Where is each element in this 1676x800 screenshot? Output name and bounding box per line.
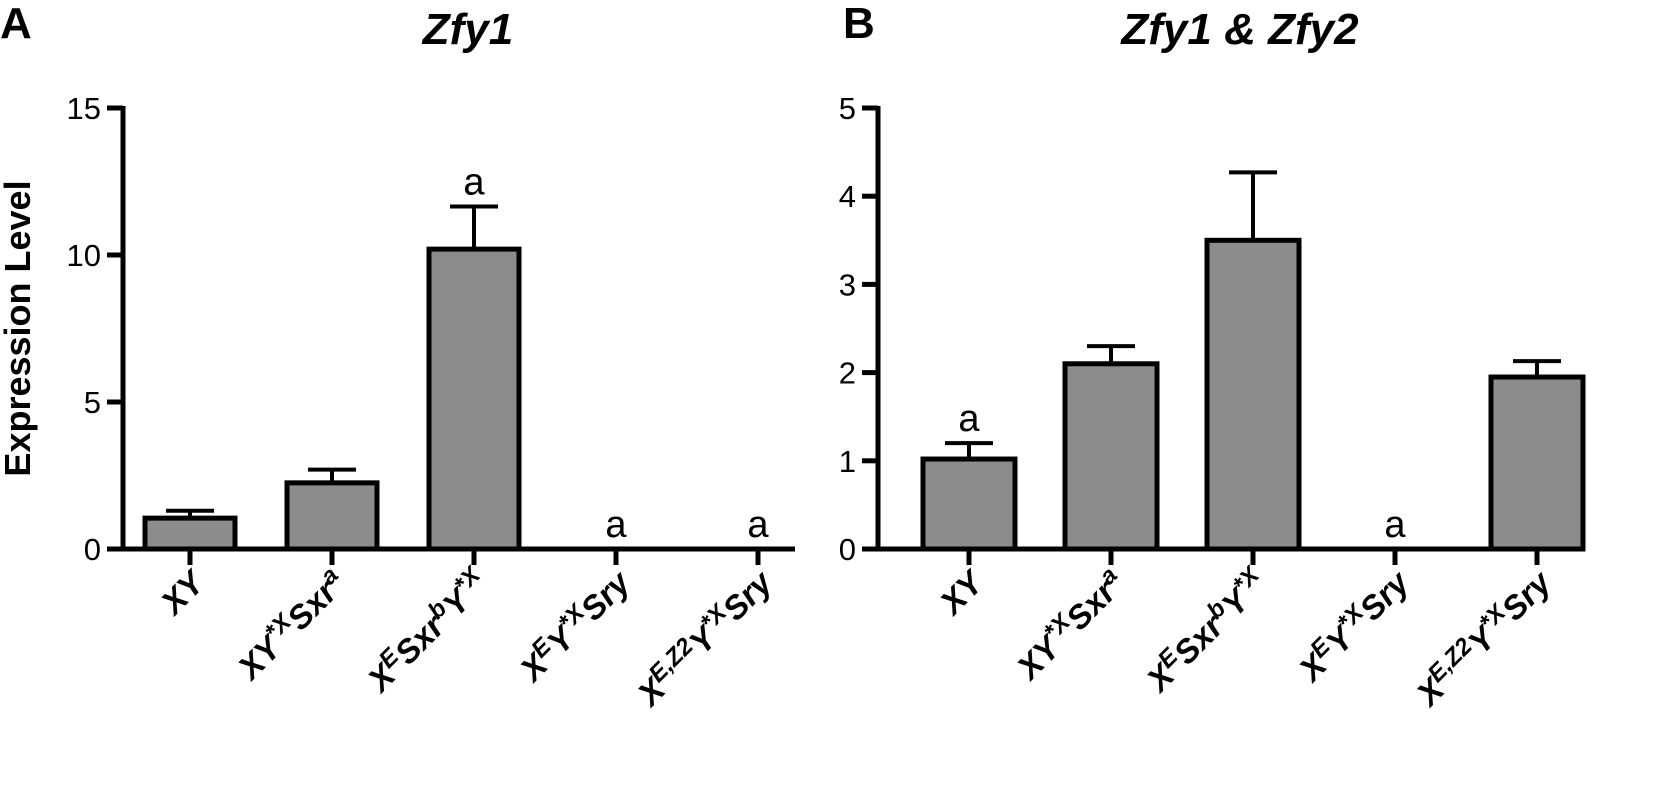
significance-label: a: [747, 504, 769, 546]
y-tick-label: 1: [839, 444, 856, 479]
x-tick-label: XESxrbY*X: [1136, 560, 1275, 699]
x-tick-label: XY*XSxra: [227, 562, 353, 688]
x-tick-label-base: XY: [931, 562, 992, 623]
chart-title: Zfy1 & Zfy2: [1119, 5, 1359, 54]
x-tick-label: XEY*XSry: [509, 561, 638, 690]
y-tick-label: 4: [839, 179, 856, 214]
significance-label: a: [605, 504, 627, 546]
x-tick-label: XY: [931, 562, 992, 623]
bar: [920, 456, 1018, 552]
bar: [1204, 237, 1302, 552]
y-tick-label: 2: [839, 356, 856, 391]
y-tick-label: 0: [839, 532, 856, 567]
bar: [426, 246, 522, 552]
bar: [1062, 361, 1160, 552]
panel-letter: B: [843, 0, 875, 48]
bar: [1488, 374, 1586, 552]
x-tick-label-base: XY: [152, 562, 213, 623]
x-tick-label: XEY*XSry: [1288, 561, 1417, 690]
significance-label: a: [958, 398, 980, 440]
x-tick-label: XESxrbY*X: [357, 560, 496, 699]
y-tick-label: 10: [67, 238, 101, 273]
panel-letter: A: [0, 0, 32, 48]
chart-title: Zfy1: [421, 5, 513, 54]
bar: [142, 515, 238, 552]
y-tick-label: 5: [839, 91, 856, 126]
panel-b: B Zfy1 & Zfy2012345aXYXY*XSxraXESxrbY*XaX…: [839, 0, 1586, 714]
y-tick-label: 3: [839, 267, 856, 302]
bar: [284, 480, 380, 552]
x-tick-label: XE,Z2Y*XSry: [627, 561, 780, 714]
significance-label: a: [463, 161, 485, 203]
significance-label: a: [1384, 504, 1406, 546]
x-tick-label: XE,Z2Y*XSry: [1406, 561, 1559, 714]
x-tick-label: XY*XSxra: [1006, 562, 1132, 688]
y-tick-label: 15: [67, 91, 101, 126]
y-tick-label: 0: [84, 532, 101, 567]
x-tick-label: XY: [152, 562, 213, 623]
y-tick-label: 5: [84, 385, 101, 420]
y-axis-label: Expression Level: [0, 180, 38, 476]
